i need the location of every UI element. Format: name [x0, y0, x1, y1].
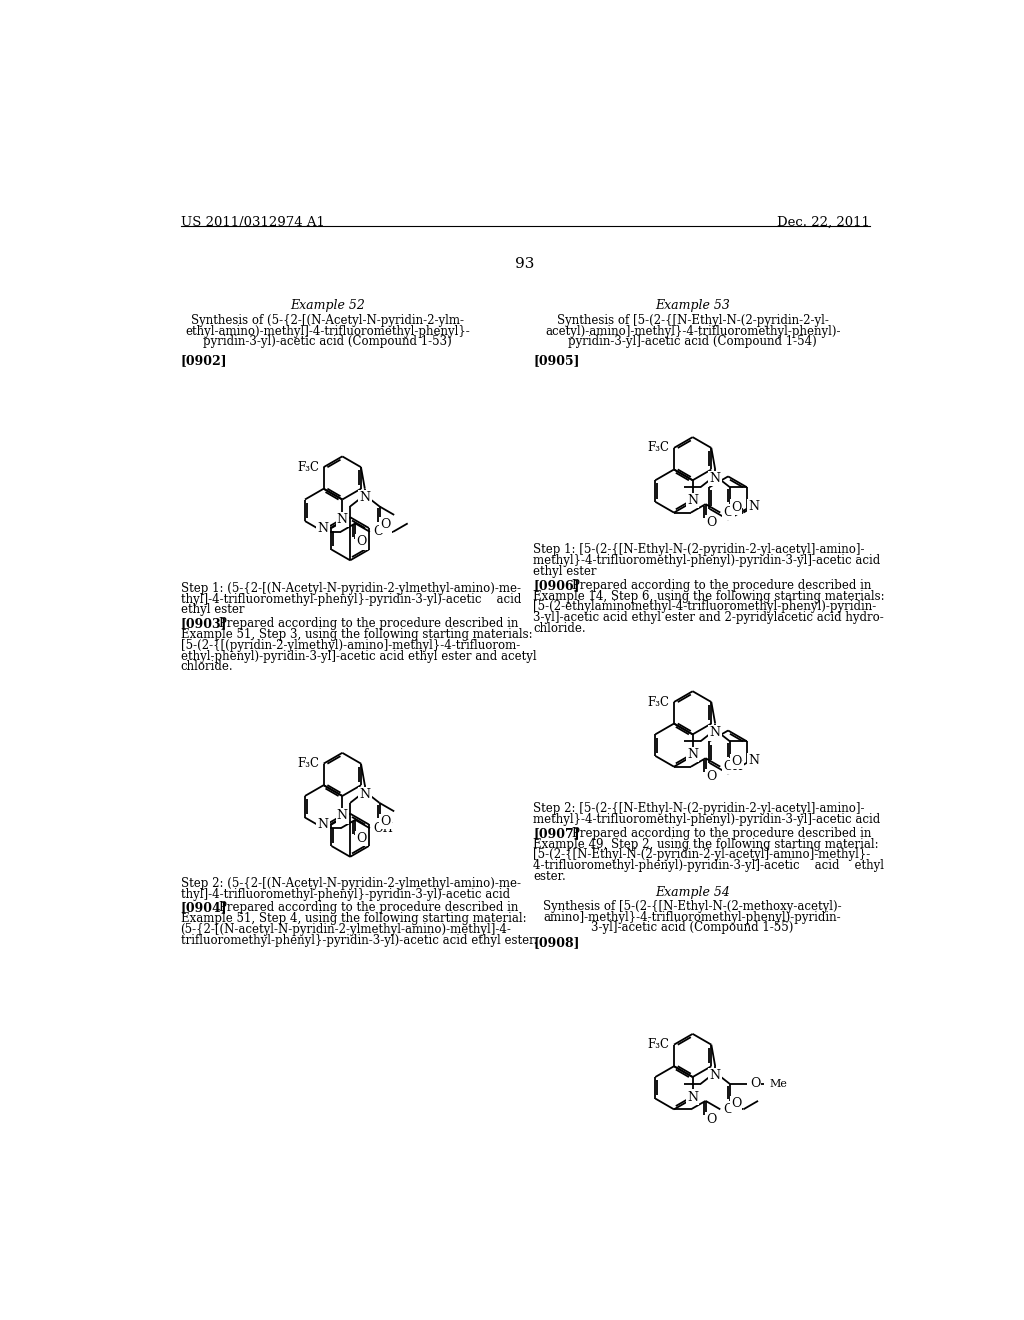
Text: amino]-methyl}-4-trifluoromethyl-phenyl)-pyridin-: amino]-methyl}-4-trifluoromethyl-phenyl)… — [544, 911, 842, 924]
Text: [5-(2-{[(pyridin-2-ylmethyl)-amino]-methyl}-4-trifluorom-: [5-(2-{[(pyridin-2-ylmethyl)-amino]-meth… — [180, 639, 520, 652]
Text: F₃C: F₃C — [647, 1038, 670, 1051]
Text: chloride.: chloride. — [534, 622, 586, 635]
Text: [0904]: [0904] — [180, 902, 227, 915]
Text: 3-yl]-acetic acid (Compound 1-55): 3-yl]-acetic acid (Compound 1-55) — [592, 921, 794, 935]
Text: 4-trifluoromethyl-phenyl)-pyridin-3-yl]-acetic    acid    ethyl: 4-trifluoromethyl-phenyl)-pyridin-3-yl]-… — [534, 859, 885, 873]
Text: Step 2: [5-(2-{[N-Ethyl-N-(2-pyridin-2-yl-acetyl]-amino]-: Step 2: [5-(2-{[N-Ethyl-N-(2-pyridin-2-y… — [534, 803, 865, 816]
Text: O: O — [731, 500, 741, 513]
Text: N: N — [359, 491, 371, 504]
Text: Step 1: [5-(2-{[N-Ethyl-N-(2-pyridin-2-yl-acetyl]-amino]-: Step 1: [5-(2-{[N-Ethyl-N-(2-pyridin-2-y… — [534, 544, 865, 557]
Text: F₃C: F₃C — [647, 696, 670, 709]
Text: O: O — [750, 1077, 760, 1090]
Text: pyridin-3-yl]-acetic acid (Compound 1-54): pyridin-3-yl]-acetic acid (Compound 1-54… — [568, 335, 817, 348]
Text: N: N — [710, 473, 721, 486]
Text: [5-(2-ethylaminomethyl-4-trifluoromethyl-phenyl)-pyridin-: [5-(2-ethylaminomethyl-4-trifluoromethyl… — [534, 601, 877, 614]
Text: F₃C: F₃C — [647, 441, 670, 454]
Text: O: O — [723, 506, 734, 519]
Text: [0903]: [0903] — [180, 618, 227, 631]
Text: N: N — [687, 494, 698, 507]
Text: thyl]-4-trifluoromethyl-phenyl}-pyridin-3-yl)-acetic    acid: thyl]-4-trifluoromethyl-phenyl}-pyridin-… — [180, 593, 521, 606]
Text: Example 49, Step 2, using the following starting material:: Example 49, Step 2, using the following … — [534, 837, 879, 850]
Text: Example 52: Example 52 — [290, 300, 366, 313]
Text: [0905]: [0905] — [534, 354, 580, 367]
Text: ethyl ester: ethyl ester — [180, 603, 244, 616]
Text: O: O — [381, 519, 391, 532]
Text: methyl}-4-trifluoromethyl-phenyl)-pyridin-3-yl]-acetic acid: methyl}-4-trifluoromethyl-phenyl)-pyridi… — [534, 554, 881, 568]
Text: acetyl)-amino]-methyl}-4-trifluoromethyl-phenyl)-: acetyl)-amino]-methyl}-4-trifluoromethyl… — [545, 325, 841, 338]
Text: O: O — [731, 755, 741, 768]
Text: Synthesis of [5-(2-{[N-Ethyl-N-(2-methoxy-acetyl)-: Synthesis of [5-(2-{[N-Ethyl-N-(2-methox… — [544, 900, 842, 913]
Text: O: O — [707, 1113, 717, 1126]
Text: Step 1: (5-{2-[(N-Acetyl-N-pyridin-2-ylmethyl-amino)-me-: Step 1: (5-{2-[(N-Acetyl-N-pyridin-2-ylm… — [180, 582, 520, 595]
Text: N: N — [337, 809, 348, 822]
Text: N: N — [710, 726, 721, 739]
Text: (5-{2-[(N-acetyl-N-pyridin-2-ylmethyl-amino)-methyl]-4-: (5-{2-[(N-acetyl-N-pyridin-2-ylmethyl-am… — [180, 923, 511, 936]
Text: Prepared according to the procedure described in: Prepared according to the procedure desc… — [571, 578, 871, 591]
Text: Example 54: Example 54 — [655, 886, 730, 899]
Text: Example 51, Step 3, using the following starting materials:: Example 51, Step 3, using the following … — [180, 628, 532, 642]
Text: N: N — [749, 500, 760, 513]
Text: Prepared according to the procedure described in: Prepared according to the procedure desc… — [219, 618, 518, 631]
Text: N: N — [359, 788, 371, 801]
Text: [5-(2-{[N-Ethyl-N-(2-pyridin-2-yl-acetyl]-amino]-methyl}-: [5-(2-{[N-Ethyl-N-(2-pyridin-2-yl-acetyl… — [534, 849, 870, 862]
Text: [0902]: [0902] — [180, 354, 227, 367]
Text: 93: 93 — [515, 257, 535, 271]
Text: ethyl ester: ethyl ester — [534, 565, 597, 578]
Text: US 2011/0312974 A1: US 2011/0312974 A1 — [180, 216, 325, 230]
Text: O: O — [381, 814, 391, 828]
Text: [0908]: [0908] — [534, 936, 580, 949]
Text: Me: Me — [770, 1078, 787, 1089]
Text: Prepared according to the procedure described in: Prepared according to the procedure desc… — [571, 826, 871, 840]
Text: thyl]-4-trifluoromethyl-phenyl}-pyridin-3-yl)-acetic acid: thyl]-4-trifluoromethyl-phenyl}-pyridin-… — [180, 887, 510, 900]
Text: O: O — [356, 536, 367, 548]
Text: [0906]: [0906] — [534, 578, 580, 591]
Text: O: O — [373, 525, 383, 539]
Text: O: O — [723, 1102, 734, 1115]
Text: [0907]: [0907] — [534, 826, 580, 840]
Text: Example 14, Step 6, using the following starting materials:: Example 14, Step 6, using the following … — [534, 590, 885, 603]
Text: OH: OH — [723, 760, 743, 774]
Text: O: O — [707, 770, 717, 783]
Text: O: O — [356, 832, 367, 845]
Text: N: N — [749, 754, 760, 767]
Text: Dec. 22, 2011: Dec. 22, 2011 — [777, 216, 869, 230]
Text: N: N — [337, 513, 348, 527]
Text: ethyl-amino)-methyl]-4-trifluoromethyl-phenyl}-: ethyl-amino)-methyl]-4-trifluoromethyl-p… — [185, 325, 470, 338]
Text: Synthesis of (5-{2-[(N-Acetyl-N-pyridin-2-ylm-: Synthesis of (5-{2-[(N-Acetyl-N-pyridin-… — [191, 314, 464, 327]
Text: Synthesis of [5-(2-{[N-Ethyl-N-(2-pyridin-2-yl-: Synthesis of [5-(2-{[N-Ethyl-N-(2-pyridi… — [557, 314, 828, 327]
Text: N: N — [710, 1069, 721, 1082]
Text: Prepared according to the procedure described in: Prepared according to the procedure desc… — [219, 902, 518, 915]
Text: Step 2: (5-{2-[(N-Acetyl-N-pyridin-2-ylmethyl-amino)-me-: Step 2: (5-{2-[(N-Acetyl-N-pyridin-2-ylm… — [180, 876, 520, 890]
Text: chloride.: chloride. — [180, 660, 233, 673]
Text: ester.: ester. — [534, 870, 566, 883]
Text: ethyl-phenyl)-pyridin-3-yl]-acetic acid ethyl ester and acetyl: ethyl-phenyl)-pyridin-3-yl]-acetic acid … — [180, 649, 537, 663]
Text: trifluoromethyl-phenyl}-pyridin-3-yl)-acetic acid ethyl ester.: trifluoromethyl-phenyl}-pyridin-3-yl)-ac… — [180, 933, 537, 946]
Text: F₃C: F₃C — [297, 461, 319, 474]
Text: 3-yl]-acetic acid ethyl ester and 2-pyridylacetic acid hydro-: 3-yl]-acetic acid ethyl ester and 2-pyri… — [534, 611, 884, 624]
Text: O: O — [731, 1097, 741, 1110]
Text: Example 53: Example 53 — [655, 300, 730, 313]
Text: O: O — [707, 516, 717, 529]
Text: N: N — [687, 748, 698, 760]
Text: methyl}-4-trifluoromethyl-phenyl)-pyridin-3-yl]-acetic acid: methyl}-4-trifluoromethyl-phenyl)-pyridi… — [534, 813, 881, 826]
Text: pyridin-3-yl)-acetic acid (Compound 1-53): pyridin-3-yl)-acetic acid (Compound 1-53… — [204, 335, 452, 348]
Text: OH: OH — [373, 822, 393, 834]
Text: N: N — [317, 818, 329, 832]
Text: N: N — [687, 1090, 698, 1104]
Text: Example 51, Step 4, using the following starting material:: Example 51, Step 4, using the following … — [180, 912, 526, 925]
Text: F₃C: F₃C — [297, 758, 319, 770]
Text: N: N — [317, 521, 329, 535]
